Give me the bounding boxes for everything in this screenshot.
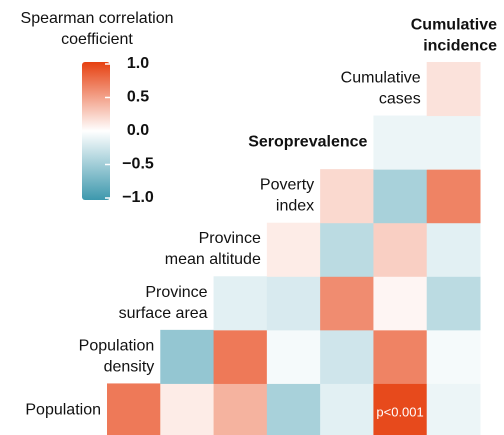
heatmap-cell	[320, 169, 374, 224]
colorbar-tick-label: 0.0	[127, 122, 149, 139]
variable-label: Poverty	[260, 177, 314, 194]
heatmap-cell	[373, 329, 428, 384]
variable-label: incidence	[423, 38, 497, 55]
variable-label: Population	[25, 401, 101, 418]
variable-label: Cumulative	[341, 70, 421, 87]
heatmap-cell	[320, 383, 374, 435]
heatmap-cell	[266, 222, 321, 277]
heatmap-cell	[160, 329, 215, 384]
heatmap-cell	[426, 115, 481, 170]
heatmap-cell	[160, 383, 215, 435]
colorbar	[82, 62, 110, 200]
colorbar-tick-label: −1.0	[122, 189, 154, 206]
variable-label: density	[104, 358, 155, 375]
variable-label: Province	[145, 284, 207, 301]
heatmap-cell	[213, 383, 268, 435]
heatmap-cell	[373, 169, 428, 224]
cell-annotation: p<0.001	[376, 404, 423, 419]
variable-label: cases	[379, 91, 421, 108]
heatmap-cell	[213, 276, 268, 331]
colorbar-tick-label: 1.0	[127, 55, 149, 72]
heatmap-cell	[320, 329, 374, 384]
variable-label: Seroprevalence	[248, 134, 367, 151]
heatmap-cell	[426, 222, 481, 277]
variable-label: Cumulative	[411, 17, 497, 34]
heatmap-cell	[426, 383, 481, 435]
heatmap-cell	[107, 383, 161, 435]
heatmap-cell	[266, 276, 321, 331]
heatmap-cell	[426, 62, 481, 117]
heatmap-cell	[266, 383, 321, 435]
heatmap-cell	[320, 276, 374, 331]
variable-label: index	[276, 198, 314, 215]
heatmap-cell	[426, 169, 481, 224]
heatmap-cell	[426, 329, 481, 384]
variable-label: Province	[199, 230, 261, 247]
variable-label: surface area	[119, 305, 208, 322]
heatmap-cell	[213, 329, 268, 384]
heatmap-cell	[373, 115, 428, 170]
colorbar-title: coefficient	[61, 31, 133, 48]
variable-label: Population	[79, 337, 155, 354]
variable-label: mean altitude	[165, 251, 261, 268]
colorbar-tick-label: −0.5	[122, 156, 154, 173]
heatmap-cell	[373, 276, 428, 331]
heatmap-cell	[266, 329, 321, 384]
heatmap-cell	[373, 383, 428, 435]
heatmap-cell	[320, 222, 374, 277]
colorbar-tick-label: 0.5	[127, 89, 149, 106]
heatmap-cell	[426, 276, 481, 331]
heatmap-cell	[373, 222, 428, 277]
colorbar-title: Spearman correlation	[21, 10, 174, 27]
